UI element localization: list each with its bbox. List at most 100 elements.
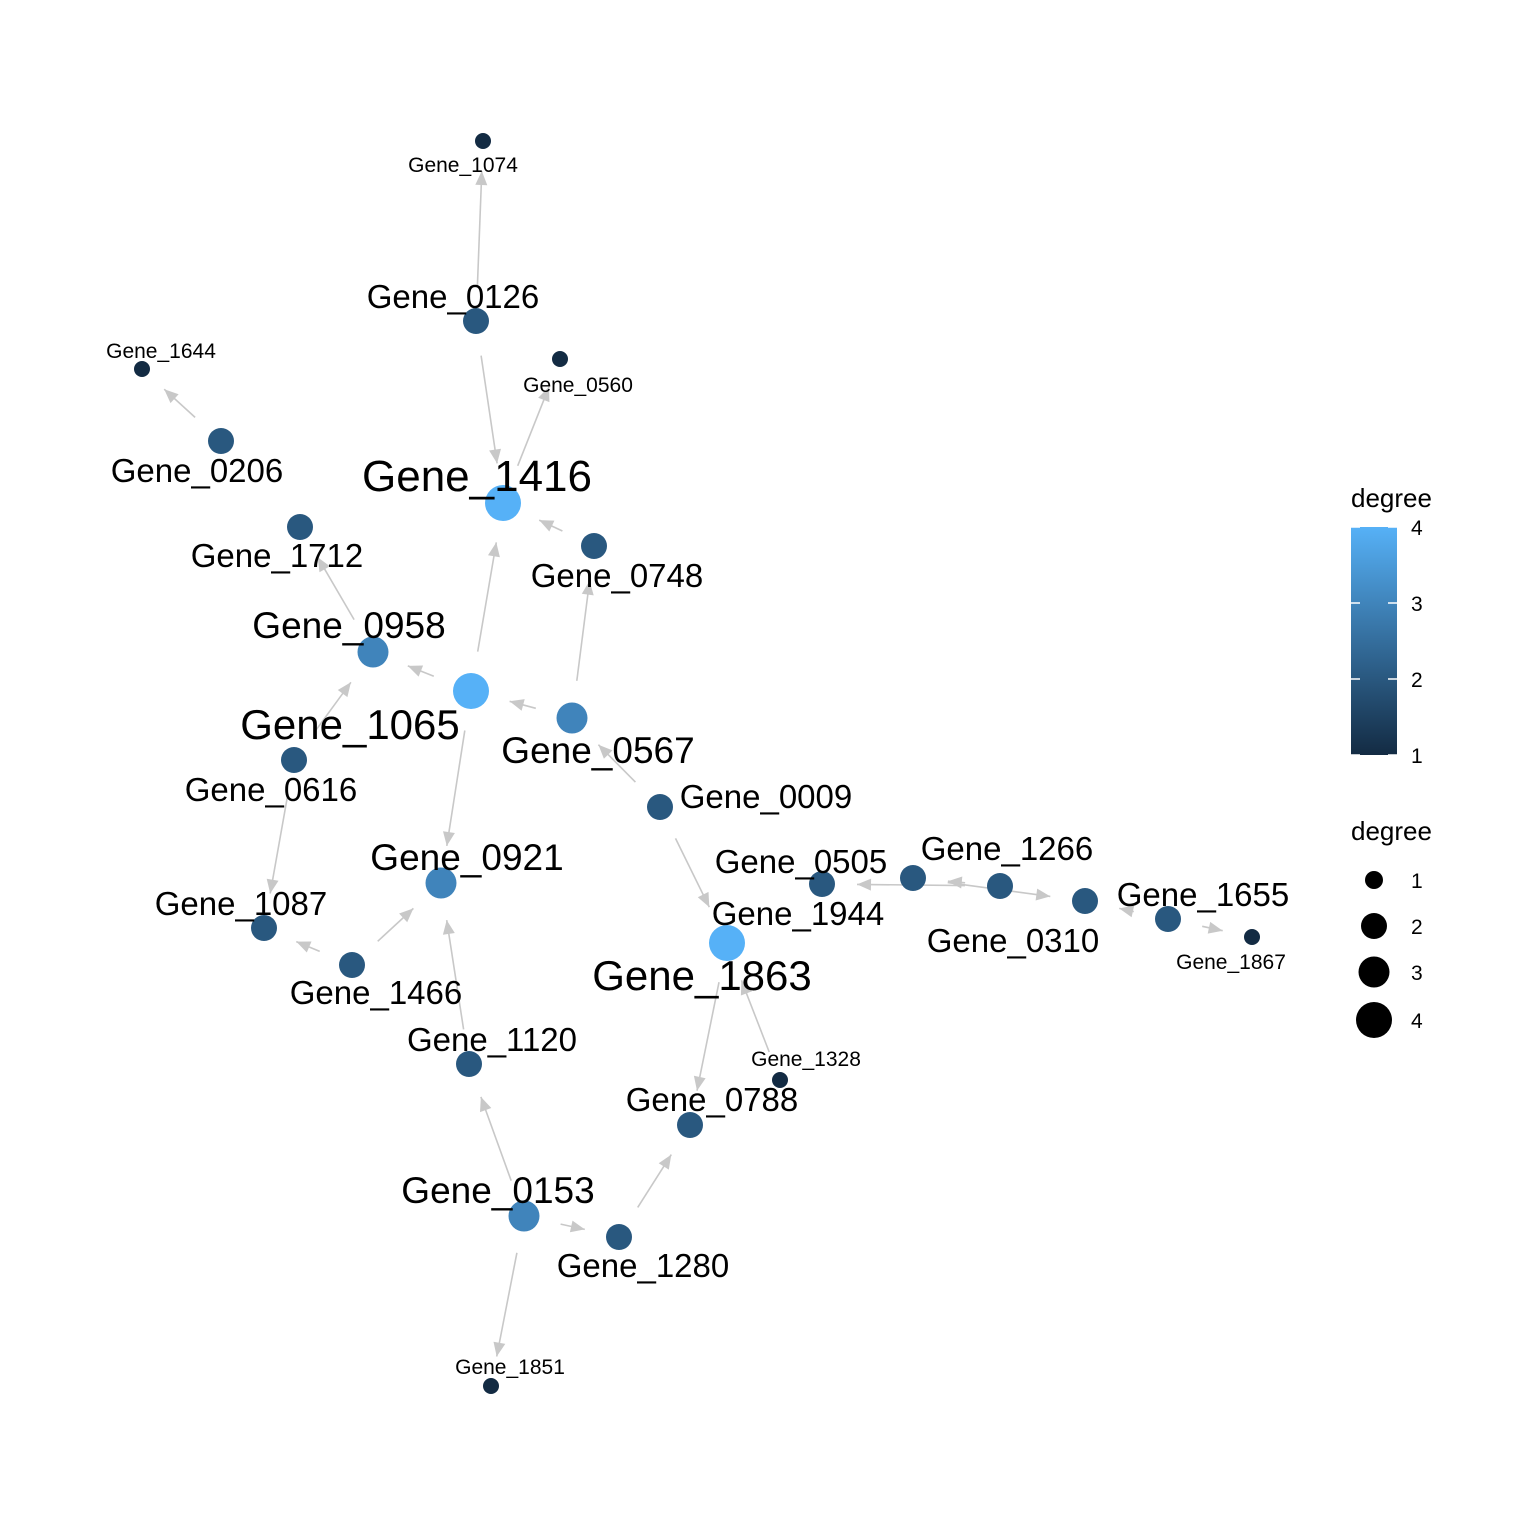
- edge: [538, 519, 563, 532]
- node-gene-1944: [987, 873, 1013, 899]
- color-legend-tick: 3: [1411, 593, 1423, 616]
- edge-arrowhead: [493, 1341, 506, 1357]
- edge-arrowhead: [1119, 905, 1135, 918]
- edge: [947, 876, 966, 889]
- edge: [509, 699, 537, 711]
- node-gene-0567: [556, 702, 588, 734]
- node-gene-1266: [900, 865, 926, 891]
- color-legend-title: degree: [1351, 483, 1432, 513]
- node-label: Gene_0505: [715, 843, 888, 880]
- edge-line: [269, 794, 289, 894]
- node-label: Gene_0153: [401, 1170, 594, 1211]
- edge-line: [495, 1252, 518, 1357]
- size-legend-tick: 3: [1411, 962, 1423, 985]
- edge-arrowhead: [337, 682, 351, 698]
- node-gene-0921: [425, 867, 457, 899]
- node-gene-1065: [453, 673, 489, 709]
- edge-arrowhead: [538, 386, 550, 403]
- color-legend: degree 4 3 2 1: [1351, 483, 1432, 768]
- edge: [266, 794, 289, 894]
- edge-arrowhead: [598, 744, 613, 759]
- node-label: Gene_0009: [680, 778, 853, 815]
- edge-arrowhead: [296, 941, 312, 953]
- edge-line: [445, 919, 465, 1030]
- edge-arrowhead: [443, 831, 455, 846]
- edge: [442, 919, 465, 1030]
- edge-line: [480, 355, 498, 464]
- edge-line: [576, 580, 591, 681]
- node-label: Gene_1087: [155, 885, 328, 922]
- node-label: Gene_0958: [252, 605, 445, 646]
- size-legend-dot: [1358, 956, 1390, 988]
- edge: [597, 744, 636, 783]
- node-gene-0616: [281, 747, 307, 773]
- edge: [317, 556, 355, 621]
- node-gene-1087: [251, 915, 277, 941]
- node-gene-1655: [1155, 906, 1181, 932]
- edge-line: [480, 1096, 512, 1181]
- edge-arrowhead: [1035, 888, 1051, 901]
- edge: [576, 580, 594, 681]
- size-legend-tick: 2: [1411, 916, 1423, 939]
- edge-arrowhead: [697, 891, 710, 908]
- edge: [740, 980, 770, 1053]
- node-label: Gene_1851: [455, 1356, 565, 1379]
- size-legend-title: degree: [1351, 816, 1432, 846]
- node-label: Gene_1280: [557, 1247, 730, 1284]
- edge: [377, 907, 414, 942]
- edge: [693, 982, 720, 1091]
- edge: [163, 388, 196, 418]
- node-gene-0788: [677, 1112, 703, 1138]
- edge-line: [516, 386, 550, 467]
- node-label: Gene_1863: [592, 952, 812, 999]
- edge-arrowhead: [509, 699, 525, 711]
- node-gene-1416: [485, 485, 521, 521]
- node-gene-0560: [552, 351, 568, 367]
- edge-line: [446, 730, 466, 847]
- size-legend: degree 1 2 3 4: [1351, 816, 1432, 1038]
- nodes-layer: [134, 133, 1260, 1394]
- size-legend-dot: [1361, 913, 1387, 939]
- edge-arrowhead: [480, 1096, 492, 1113]
- node-label: Gene_1466: [290, 974, 463, 1011]
- node-label: Gene_1712: [191, 537, 364, 574]
- node-label: Gene_1867: [1176, 951, 1286, 974]
- node-gene-0310: [1072, 888, 1098, 914]
- edge: [1202, 921, 1223, 934]
- edge: [493, 1252, 518, 1357]
- edge-arrowhead: [442, 920, 455, 935]
- node-gene-1120: [456, 1051, 482, 1077]
- edge-arrowhead: [1207, 921, 1223, 934]
- edge: [476, 542, 500, 652]
- edge-arrowhead: [581, 580, 594, 596]
- node-gene-1644: [134, 361, 150, 377]
- node-gene-0505: [809, 871, 835, 897]
- edge-arrowhead: [399, 908, 414, 923]
- node-gene-0009: [647, 794, 673, 820]
- edge-line: [476, 542, 498, 652]
- edge-arrowhead: [947, 876, 963, 889]
- edge-arrowhead: [266, 878, 279, 894]
- size-legend-dot: [1356, 1002, 1392, 1038]
- edge-line: [696, 982, 720, 1091]
- color-legend-ticks: [1351, 526, 1397, 756]
- node-gene-1074: [475, 133, 491, 149]
- node-gene-1328: [772, 1072, 788, 1088]
- size-legend-tick: 4: [1411, 1010, 1423, 1033]
- edge: [516, 386, 550, 467]
- edge-arrowhead: [489, 448, 501, 464]
- node-label: Gene_0748: [531, 557, 704, 594]
- node-label: Gene_0616: [185, 771, 358, 808]
- node-label: Gene_0310: [927, 922, 1100, 959]
- node-label: Gene_1266: [921, 830, 1094, 867]
- edge: [443, 730, 466, 847]
- edge-arrowhead: [658, 1154, 672, 1170]
- edge-arrowhead: [488, 542, 500, 558]
- edge-arrowhead: [407, 665, 424, 677]
- size-legend-tick: 1: [1411, 870, 1423, 893]
- edge: [674, 838, 711, 908]
- edge-line: [476, 170, 483, 287]
- node-label: Gene_0788: [626, 1081, 799, 1118]
- edge-arrowhead: [693, 1075, 706, 1091]
